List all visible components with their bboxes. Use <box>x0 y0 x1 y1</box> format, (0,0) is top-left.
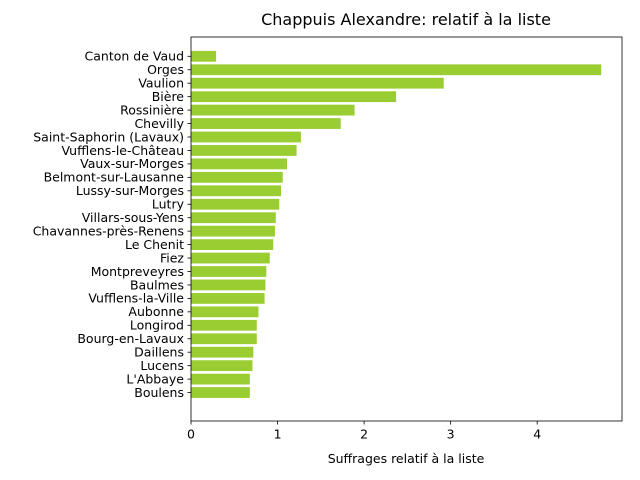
chart-title: Chappuis Alexandre: relatif à la liste <box>261 10 551 29</box>
category-label: Canton de Vaud <box>85 49 184 64</box>
bars-group <box>191 50 602 398</box>
category-label: Bourg-en-Lavaux <box>77 331 184 346</box>
category-label: Belmont-sur-Lausanne <box>44 170 185 185</box>
category-label: Villars-sous-Yens <box>82 210 184 225</box>
bar <box>191 319 257 331</box>
bar <box>191 360 253 372</box>
bar <box>191 333 257 345</box>
bar <box>191 266 267 277</box>
category-label: Vaux-sur-Morges <box>80 156 184 171</box>
x-tick-label: 0 <box>187 427 195 442</box>
category-label: L'Abbaye <box>126 371 184 386</box>
x-axis-label: Suffrages relatif à la liste <box>328 451 485 466</box>
bar <box>191 50 217 62</box>
bar <box>191 77 444 89</box>
category-labels: Canton de VaudOrgesVaulionBièreRossinièr… <box>33 49 191 400</box>
x-axis: 0 1 2 3 4 <box>187 421 541 442</box>
category-label: Montpreveyres <box>91 264 184 279</box>
category-label: Bière <box>152 89 185 104</box>
bar <box>191 293 265 304</box>
category-label: Lucens <box>140 358 184 373</box>
bar <box>191 346 254 358</box>
axes-frame <box>190 36 623 422</box>
category-label: Vufflens-la-Ville <box>88 291 184 306</box>
category-label: Orges <box>147 62 184 77</box>
bar <box>191 145 297 156</box>
axes-border <box>190 36 623 422</box>
category-label: Rossinière <box>120 102 184 117</box>
bar <box>191 104 355 116</box>
bar <box>191 212 276 224</box>
category-label: Boulens <box>134 385 184 400</box>
category-label: Lussy-sur-Morges <box>76 183 184 198</box>
bar <box>191 131 301 143</box>
x-tick-label: 2 <box>360 427 368 442</box>
category-label: Lutry <box>152 197 185 212</box>
x-tick-label: 1 <box>274 427 282 442</box>
category-label: Daillens <box>134 345 184 360</box>
x-tick-label: 3 <box>447 427 455 442</box>
bar <box>191 198 280 210</box>
category-label: Aubonne <box>128 304 184 319</box>
bar <box>191 239 274 250</box>
bar <box>191 279 266 291</box>
bar <box>191 185 282 197</box>
x-tick-label: 4 <box>533 427 541 442</box>
bar <box>191 306 259 318</box>
category-label: Vaulion <box>138 76 184 91</box>
category-label: Longirod <box>130 318 184 333</box>
bar <box>191 118 341 129</box>
category-label: Chavannes-près-Renens <box>33 223 184 238</box>
bar <box>191 373 250 385</box>
bar <box>191 252 270 264</box>
bar <box>191 64 602 76</box>
category-label: Baulmes <box>130 277 184 292</box>
category-label: Le Chenit <box>125 237 184 252</box>
bar <box>191 387 250 398</box>
category-label: Vufflens-le-Château <box>61 143 184 158</box>
category-label: Chevilly <box>134 116 184 131</box>
category-label: Fiez <box>160 250 184 265</box>
bar <box>191 171 283 183</box>
category-label: Saint-Saphorin (Lavaux) <box>33 129 184 144</box>
bar <box>191 91 397 103</box>
bar <box>191 225 275 237</box>
bar <box>191 158 288 170</box>
